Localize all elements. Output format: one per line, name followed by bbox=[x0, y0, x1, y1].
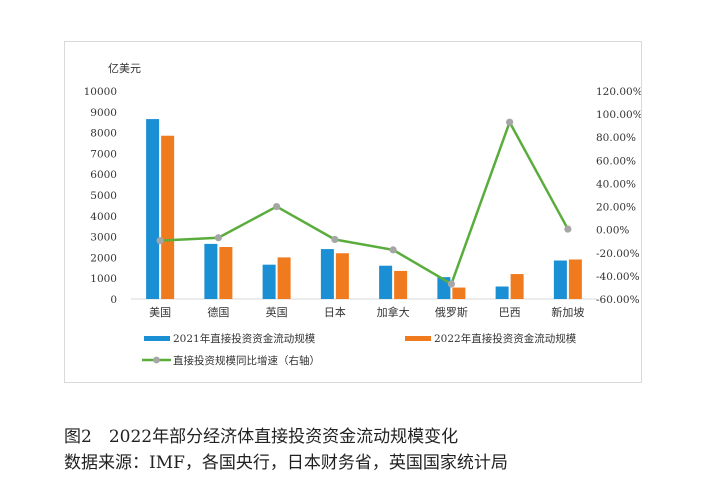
legend-label-growth: 直接投资规模同比增速（右轴） bbox=[173, 354, 320, 367]
y-left-tick-label: 7000 bbox=[90, 148, 117, 160]
y-left-tick-label: 6000 bbox=[90, 169, 117, 181]
x-tick-label: 德国 bbox=[207, 305, 229, 319]
growth-marker bbox=[331, 235, 339, 244]
y-right-tick-label: -40.00% bbox=[596, 271, 640, 283]
y-left-tick-label: 0 bbox=[110, 294, 117, 306]
growth-marker bbox=[273, 202, 281, 211]
y-left-tick-label: 2000 bbox=[90, 252, 117, 264]
y-right-tick-label: 0.00% bbox=[596, 225, 629, 237]
y-right-tick-label: 120.00% bbox=[596, 86, 641, 98]
y-right-tick-label: -60.00% bbox=[596, 294, 640, 306]
figure-source: 数据来源：IMF，各国央行，日本财务省，英国国家统计局 bbox=[64, 453, 508, 473]
y-left-tick-label: 10000 bbox=[84, 86, 117, 98]
legend-label-2022: 2022年直接投资资金流动规模 bbox=[434, 332, 577, 345]
y-right-tick-label: 20.00% bbox=[596, 202, 636, 214]
bar-2022 bbox=[161, 135, 175, 299]
growth-marker bbox=[214, 234, 222, 242]
x-tick-label: 日本 bbox=[324, 305, 346, 319]
x-tick-label: 俄罗斯 bbox=[435, 306, 468, 319]
bar-2021 bbox=[495, 286, 509, 299]
bar-2022 bbox=[219, 247, 233, 299]
y-left-tick-label: 4000 bbox=[90, 211, 117, 223]
growth-line bbox=[160, 120, 569, 286]
growth-marker bbox=[447, 280, 455, 288]
y-left-tick-label: 8000 bbox=[90, 128, 117, 140]
figure-title: 图2 2022年部分经济体直接投资资金流动规模变化 bbox=[64, 427, 459, 447]
growth-marker bbox=[564, 225, 572, 233]
y-left-tick-label: 5000 bbox=[90, 190, 117, 202]
bar-2022 bbox=[452, 287, 466, 299]
chart-svg: 亿美元 0 1000 2000 3000 4000 5000 6000 7000 8000 9000… bbox=[84, 62, 641, 367]
y-left-tick-label: 3000 bbox=[90, 232, 117, 244]
y-left-tick-label: 9000 bbox=[90, 107, 117, 119]
bar-2021 bbox=[379, 265, 393, 299]
growth-marker bbox=[156, 237, 164, 245]
legend-label-2021: 2021年直接投资资金流动规模 bbox=[173, 332, 316, 345]
bar-2021 bbox=[204, 243, 218, 299]
y-left-tick-label: 1000 bbox=[90, 273, 117, 285]
x-tick-label: 美国 bbox=[149, 306, 171, 319]
x-tick-label: 英国 bbox=[266, 305, 288, 319]
legend-swatch-growth-marker bbox=[153, 356, 160, 364]
bar-2022 bbox=[394, 270, 408, 299]
y-right-tick-label: 60.00% bbox=[596, 155, 636, 167]
y-right-tick-label: 80.00% bbox=[596, 132, 636, 144]
bar-2022 bbox=[568, 259, 582, 299]
bar-2022 bbox=[510, 274, 524, 299]
y-right-tick-label: 100.00% bbox=[596, 109, 641, 121]
y-right-tick-label: 40.00% bbox=[596, 178, 636, 190]
growth-marker bbox=[389, 246, 397, 254]
legend-swatch-2022 bbox=[405, 336, 431, 341]
x-tick-label: 巴西 bbox=[499, 306, 521, 319]
bar-2021 bbox=[262, 264, 276, 299]
bar-2022 bbox=[277, 257, 291, 299]
y-left-unit-label: 亿美元 bbox=[108, 62, 141, 75]
x-tick-label: 新加坡 bbox=[551, 305, 584, 319]
chart-frame: 亿美元 0 1000 2000 3000 4000 5000 6000 7000 8000 9000… bbox=[64, 41, 642, 383]
bar-2022 bbox=[335, 253, 349, 299]
bar-2021 bbox=[320, 249, 334, 299]
growth-marker bbox=[506, 118, 514, 126]
legend-swatch-2021 bbox=[144, 336, 170, 341]
y-right-tick-label: -20.00% bbox=[596, 248, 640, 260]
bar-2021 bbox=[146, 119, 160, 299]
x-tick-label: 加拿大 bbox=[377, 305, 410, 319]
bar-2021 bbox=[553, 260, 567, 299]
